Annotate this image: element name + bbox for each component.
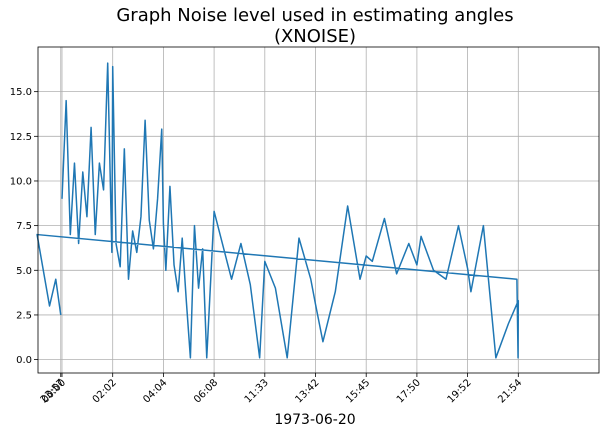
y-tick-label: 12.5	[10, 132, 32, 143]
x-tick-label: 06:08	[192, 377, 220, 405]
x-axis-label: 1973-06-20	[274, 412, 355, 428]
x-tick-label: 04:04	[141, 377, 169, 405]
x-tick-label: 19:52	[446, 377, 474, 405]
x-tick-label: 21:54	[496, 377, 524, 405]
y-tick-label: 15.0	[10, 87, 32, 98]
y-tick-label: 2.5	[16, 310, 32, 321]
plot-frame	[37, 46, 600, 374]
axis-ticks: 00:00 02:02 04:04 06:08 11:33 13:42 15:45 17:50…	[10, 87, 525, 405]
y-tick-label: 5.0	[16, 266, 32, 277]
grid	[38, 47, 599, 373]
series-line-0	[36, 62, 520, 359]
series-layer	[36, 62, 520, 359]
x-tick-label: 15:45	[344, 377, 372, 405]
x-tick-label: 13:42	[293, 377, 321, 405]
chart-title: Graph Noise level used in estimating ang…	[116, 5, 513, 26]
x-tick-label: 23:57	[39, 377, 67, 405]
x-tick-label: 02:02	[91, 377, 119, 405]
chart-subtitle: (XNOISE)	[274, 26, 356, 47]
y-tick-label: 10.0	[10, 176, 32, 187]
x-tick-label: 11:33	[243, 377, 271, 405]
y-tick-label: 7.5	[16, 221, 32, 232]
y-tick-label: 0.0	[16, 355, 32, 366]
x-tick-label: 17:50	[395, 377, 423, 405]
